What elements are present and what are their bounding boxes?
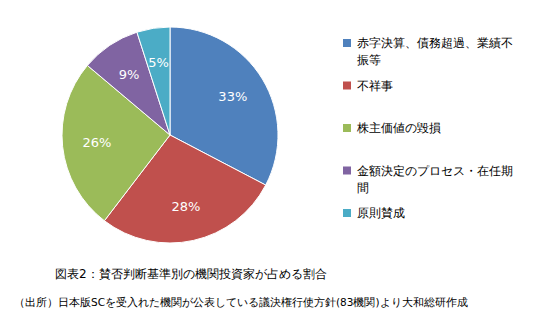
legend-swatch xyxy=(343,124,351,132)
legend: 赤字決算、債務超過、業績不振等不祥事株主価値の毀損金額決定のプロセス・在任期間原… xyxy=(343,36,513,220)
legend-label: 原則賛成 xyxy=(357,206,405,220)
data-label: 26% xyxy=(83,135,112,150)
pie xyxy=(62,27,278,243)
legend-label: 不祥事 xyxy=(357,79,393,93)
source: （出所）日本版SCを受入れた機関が公表している議決権行使方針(83機関)より大和… xyxy=(14,296,468,308)
legend-label: 株主価値の毀損 xyxy=(356,121,441,135)
pie-slice xyxy=(137,27,170,135)
legend-swatch xyxy=(343,82,351,90)
data-label: 5% xyxy=(148,55,169,70)
legend-swatch xyxy=(343,39,351,47)
legend-swatch xyxy=(343,209,351,217)
chart: 33% 28% 26% 9% 5% 赤字決算、債務超過、業績不振等不祥事株主価値の毀損金額… xyxy=(0,0,545,334)
data-label: 9% xyxy=(119,67,140,82)
title: 図表2：賛否判断基準別の機関投資家が占める割合 xyxy=(55,267,327,281)
legend-label: 金額決定のプロセス・在任期間 xyxy=(357,164,513,195)
legend-swatch xyxy=(343,167,351,175)
data-label: 28% xyxy=(171,199,200,214)
legend-label: 赤字決算、債務超過、業績不振等 xyxy=(357,36,513,67)
data-label: 33% xyxy=(218,89,247,104)
data-labels: 33% 28% 26% 9% 5% xyxy=(83,55,248,214)
